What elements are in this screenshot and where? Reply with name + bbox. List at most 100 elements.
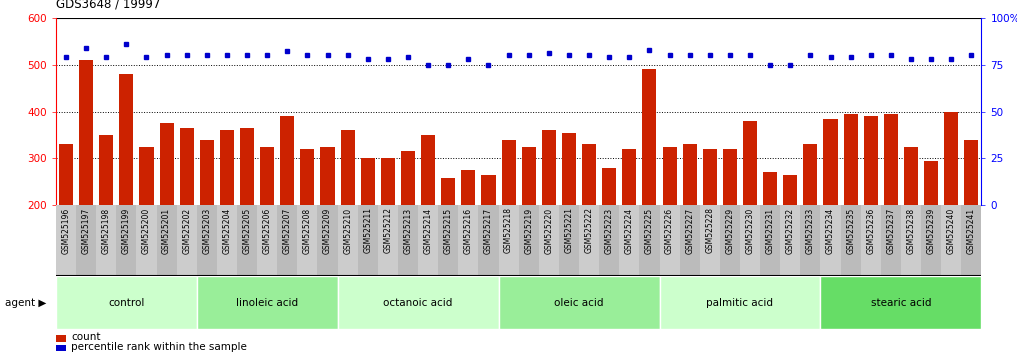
Bar	[76, 205, 97, 276]
Bar	[199, 139, 214, 299]
Bar	[824, 119, 838, 299]
Bar	[562, 133, 576, 299]
Text: GSM525224: GSM525224	[624, 207, 634, 253]
Bar	[100, 135, 113, 299]
Text: GSM525218: GSM525218	[504, 207, 514, 253]
Bar	[519, 205, 539, 276]
Bar	[843, 114, 857, 299]
Bar	[240, 128, 254, 299]
Text: GSM525238: GSM525238	[906, 207, 915, 253]
Bar	[380, 159, 395, 299]
Bar	[821, 276, 981, 329]
Bar	[522, 147, 536, 299]
Text: palmitic acid: palmitic acid	[707, 298, 774, 308]
Bar	[743, 121, 757, 299]
Text: GSM525201: GSM525201	[162, 207, 171, 253]
Bar	[481, 175, 495, 299]
Bar	[821, 205, 841, 276]
Bar	[177, 205, 196, 276]
Bar	[119, 74, 133, 299]
Bar	[841, 205, 860, 276]
Bar	[498, 276, 659, 329]
Bar	[438, 205, 459, 276]
Text: GSM525234: GSM525234	[826, 207, 835, 254]
Bar	[196, 205, 217, 276]
Text: GSM525221: GSM525221	[564, 207, 574, 253]
Text: linoleic acid: linoleic acid	[236, 298, 298, 308]
Text: GSM525231: GSM525231	[766, 207, 775, 253]
Bar	[139, 147, 154, 299]
Bar	[317, 205, 338, 276]
Bar	[56, 276, 196, 329]
Bar	[220, 130, 234, 299]
Bar	[136, 205, 157, 276]
Bar	[418, 205, 438, 276]
Bar	[619, 205, 640, 276]
Bar	[783, 175, 797, 299]
Text: GSM525196: GSM525196	[61, 207, 70, 254]
Bar	[659, 276, 821, 329]
Text: GSM525236: GSM525236	[866, 207, 876, 254]
Bar	[904, 147, 918, 299]
Bar	[863, 116, 878, 299]
Bar	[338, 276, 498, 329]
Bar	[559, 205, 579, 276]
Bar	[157, 205, 177, 276]
Bar	[602, 168, 616, 299]
Bar	[358, 205, 378, 276]
Bar	[539, 205, 559, 276]
Bar	[281, 116, 294, 299]
Bar	[116, 205, 136, 276]
Text: GSM525210: GSM525210	[343, 207, 352, 253]
Bar	[401, 152, 415, 299]
Bar	[662, 147, 676, 299]
Text: GSM525212: GSM525212	[383, 207, 393, 253]
Bar	[884, 114, 898, 299]
Text: GSM525198: GSM525198	[102, 207, 111, 253]
Bar	[361, 159, 375, 299]
Bar	[56, 205, 76, 276]
Bar	[501, 139, 516, 299]
Text: GSM525233: GSM525233	[805, 207, 815, 254]
Bar	[542, 130, 556, 299]
Text: count: count	[71, 332, 101, 342]
Text: GSM525208: GSM525208	[303, 207, 312, 253]
Text: GSM525209: GSM525209	[323, 207, 332, 254]
Text: octanoic acid: octanoic acid	[383, 298, 453, 308]
Bar	[941, 205, 961, 276]
Bar	[160, 123, 174, 299]
Bar	[237, 205, 257, 276]
Text: GSM525215: GSM525215	[443, 207, 453, 253]
Bar	[881, 205, 901, 276]
Text: GSM525223: GSM525223	[605, 207, 613, 253]
Text: GSM525235: GSM525235	[846, 207, 855, 254]
Bar	[462, 170, 475, 299]
Bar	[441, 178, 456, 299]
Bar	[180, 128, 194, 299]
Bar	[622, 149, 637, 299]
Bar	[901, 205, 921, 276]
Bar	[257, 205, 278, 276]
Bar	[341, 130, 355, 299]
Bar	[740, 205, 760, 276]
Bar	[723, 149, 737, 299]
Bar	[599, 205, 619, 276]
Bar	[679, 205, 700, 276]
Text: GSM525202: GSM525202	[182, 207, 191, 253]
Text: control: control	[108, 298, 144, 308]
Text: GSM525237: GSM525237	[887, 207, 895, 254]
Text: percentile rank within the sample: percentile rank within the sample	[71, 342, 247, 352]
Bar	[217, 205, 237, 276]
Text: GSM525222: GSM525222	[585, 207, 594, 253]
Text: GSM525214: GSM525214	[424, 207, 432, 253]
Bar	[700, 205, 720, 276]
Bar	[760, 205, 780, 276]
Text: GSM525213: GSM525213	[404, 207, 413, 253]
Bar	[478, 205, 498, 276]
Bar	[582, 144, 596, 299]
Bar	[643, 69, 657, 299]
Text: GSM525205: GSM525205	[243, 207, 251, 254]
Bar	[803, 144, 818, 299]
Bar	[921, 205, 941, 276]
Text: agent ▶: agent ▶	[5, 298, 47, 308]
